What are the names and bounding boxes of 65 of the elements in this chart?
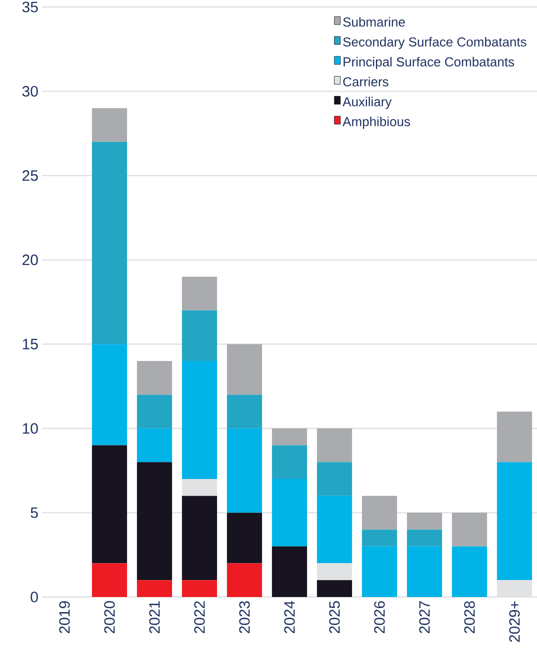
y-tick-label: 35 — [22, 2, 38, 12]
bar — [136, 428, 172, 462]
bar — [182, 580, 218, 597]
bar — [226, 563, 262, 597]
y-tick-label: 5 — [30, 507, 38, 518]
x-tick-label: 2028 — [464, 601, 475, 634]
x-tick-label: 2021 — [149, 601, 160, 634]
bar — [406, 530, 442, 546]
x-tick-label: 2025 — [329, 601, 340, 634]
legend-label: Carriers — [343, 76, 388, 86]
bar — [272, 445, 308, 479]
legend-label: Principal Surface Combatants — [344, 56, 514, 70]
y-tick-label: 0 — [30, 592, 38, 602]
legend-label: Auxiliary — [342, 96, 392, 109]
legend-label: Submarine — [343, 17, 405, 27]
bar — [182, 361, 218, 479]
bar — [496, 462, 532, 580]
y-tick-label: 10 — [22, 423, 38, 434]
bar — [136, 580, 172, 597]
legend-label: Amphibious — [342, 116, 410, 129]
bar — [226, 344, 262, 395]
bar — [452, 512, 488, 546]
x-tick-label: 2029+ — [509, 601, 520, 642]
bar — [226, 394, 262, 428]
bar — [226, 512, 262, 564]
bar — [496, 412, 532, 462]
y-tick-label: 30 — [22, 86, 38, 97]
x-tick-label: 2023 — [239, 601, 250, 634]
bar — [92, 108, 128, 142]
bar — [316, 462, 352, 496]
y-tick-label: 15 — [22, 338, 38, 350]
bar — [92, 142, 128, 344]
bar — [272, 546, 308, 597]
x-tick-label: 2020 — [104, 601, 115, 634]
bar — [92, 344, 128, 446]
bar — [92, 563, 128, 597]
bar — [182, 496, 218, 580]
bar — [406, 546, 442, 597]
bar — [136, 462, 172, 580]
bar — [226, 428, 262, 513]
x-tick-label: 2019 — [59, 601, 70, 634]
y-tick-label: 20 — [22, 254, 38, 266]
x-tick-label: 2027 — [419, 601, 430, 634]
x-tick-label: 2024 — [284, 600, 295, 634]
x-tick-label: 2022 — [194, 601, 205, 634]
bar — [316, 563, 352, 580]
bar — [182, 276, 218, 310]
bar — [136, 361, 172, 395]
bar — [362, 530, 398, 546]
bar — [362, 496, 398, 530]
bar — [272, 478, 308, 546]
bar — [316, 496, 352, 564]
bar — [316, 428, 352, 462]
y-tick-label: 25 — [22, 170, 38, 181]
x-tick-label: 2026 — [374, 601, 385, 634]
bar — [136, 394, 172, 428]
bar — [182, 310, 218, 361]
bar — [272, 428, 308, 446]
legend-label: Secondary Surface Combatants — [343, 37, 526, 50]
bar — [92, 445, 128, 564]
bar — [182, 478, 218, 496]
bar — [452, 546, 488, 597]
bar — [362, 546, 398, 597]
bar — [316, 580, 352, 597]
bar — [406, 512, 442, 530]
